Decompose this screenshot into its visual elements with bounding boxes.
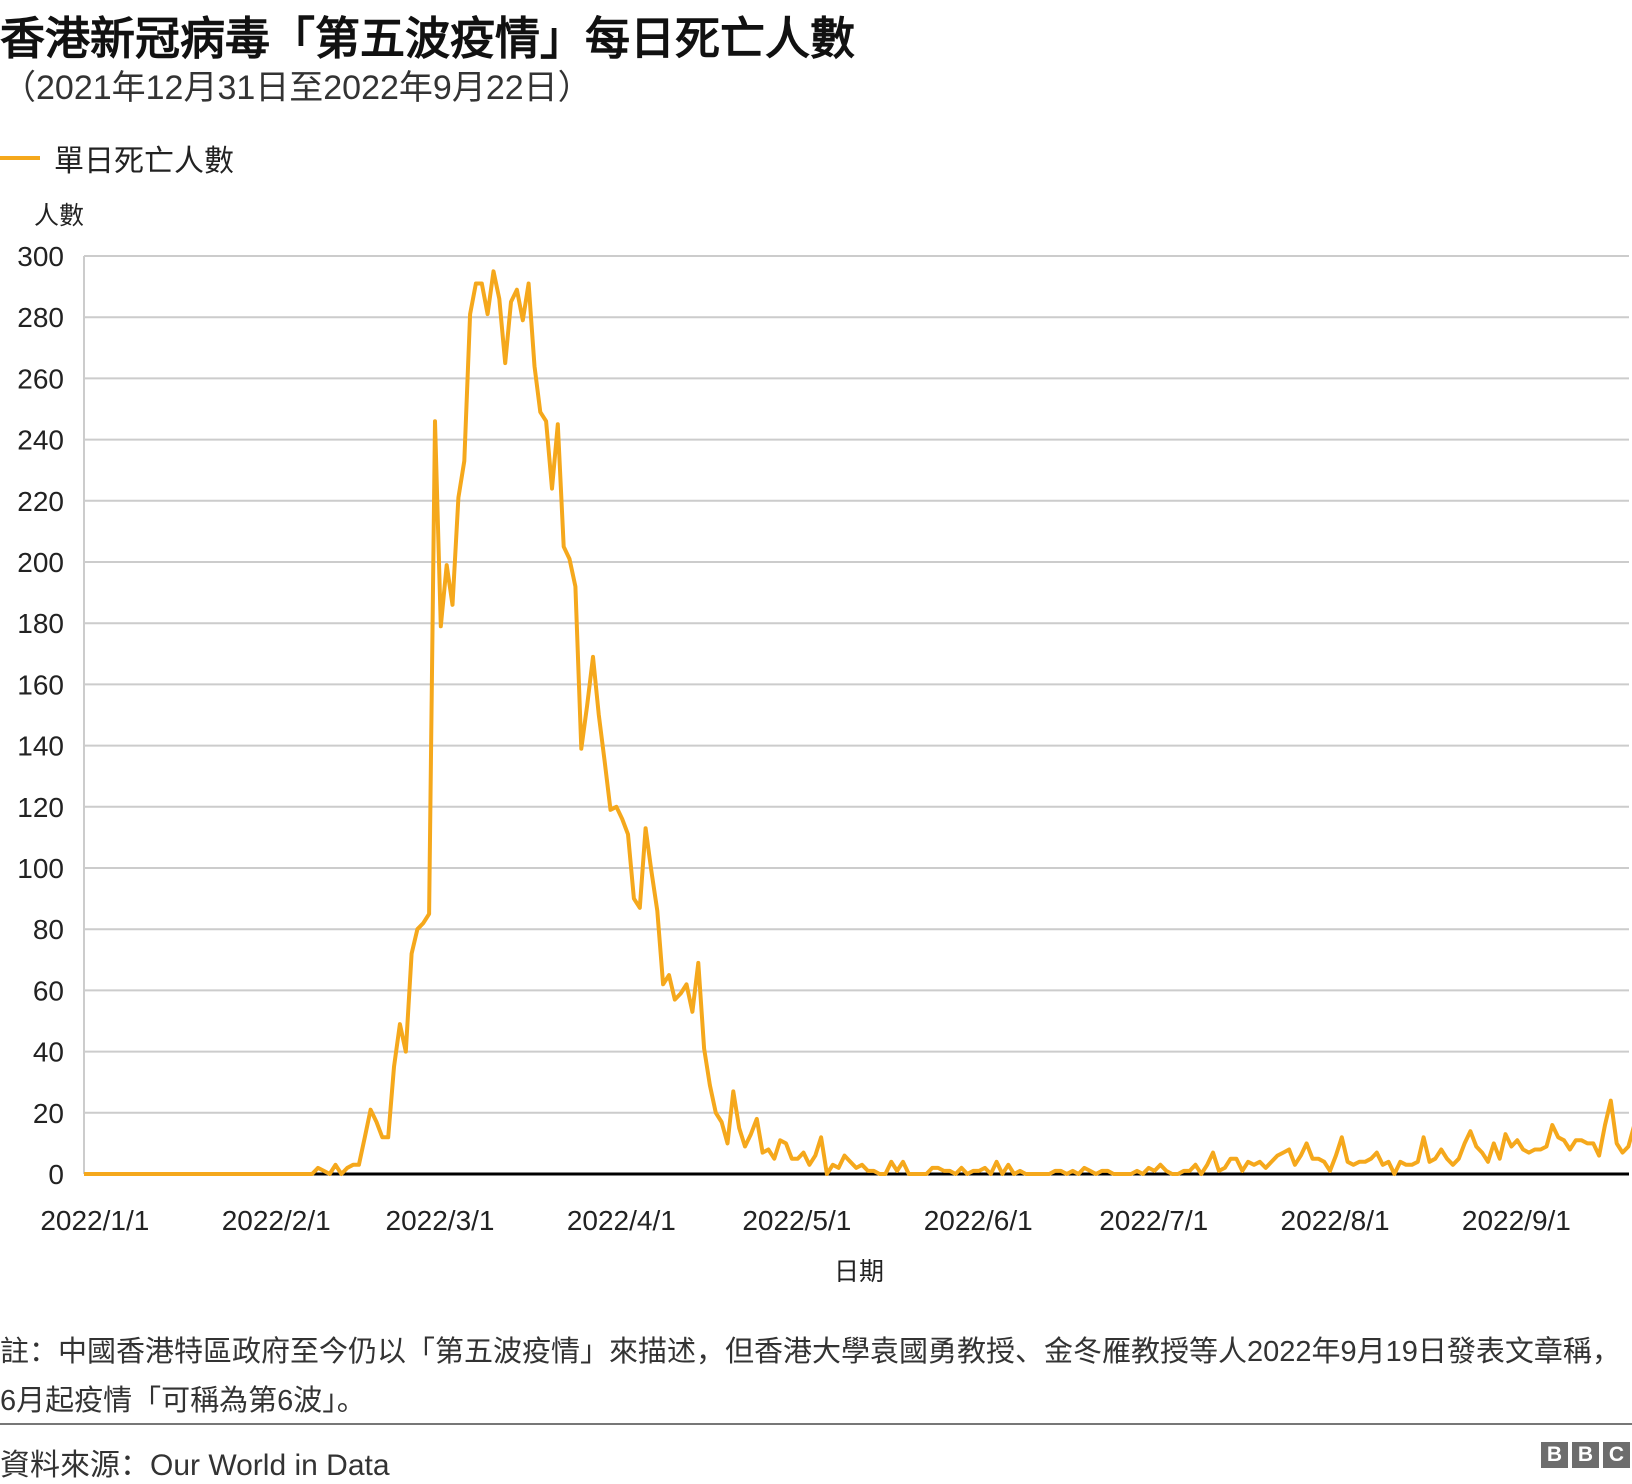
x-tick-label: 2022/2/1 (222, 1205, 331, 1236)
y-tick-label: 180 (17, 608, 64, 639)
y-tick-label: 140 (17, 731, 64, 762)
x-tick-label: 2022/8/1 (1281, 1205, 1390, 1236)
y-tick-label: 220 (17, 486, 64, 517)
y-tick-label: 240 (17, 425, 64, 456)
y-tick-label: 100 (17, 853, 64, 884)
y-tick-label: 40 (33, 1037, 64, 1068)
y-tick-label: 280 (17, 302, 64, 333)
x-tick-label: 2022/3/1 (386, 1205, 495, 1236)
y-axis-label: 人數 (34, 202, 85, 230)
y-tick-label: 20 (33, 1098, 64, 1129)
y-tick-label: 80 (33, 914, 64, 945)
logo-letter: B (1572, 1442, 1599, 1468)
x-tick-label: 2022/1/1 (40, 1205, 149, 1236)
x-tick-label: 2022/6/1 (924, 1205, 1033, 1236)
y-tick-label: 200 (17, 547, 64, 578)
x-tick-label: 2022/7/1 (1099, 1205, 1208, 1236)
y-tick-label: 300 (17, 241, 64, 272)
legend-swatch (0, 156, 40, 160)
y-tick-label: 120 (17, 792, 64, 823)
y-tick-label: 60 (33, 975, 64, 1006)
legend: 單日死亡人數 (0, 136, 234, 180)
x-tick-label: 2022/4/1 (567, 1205, 676, 1236)
bbc-logo: B B C (1541, 1442, 1630, 1468)
x-axis-ticks: 2022/1/1 2022/2/1 2022/3/1 2022/4/1 2022/5/1… (40, 1205, 1571, 1236)
legend-label: 單日死亡人數 (54, 145, 234, 178)
y-axis-ticks: 0 20 40 60 80 100 120 140 160 180 200 220 240 260 280 3… (17, 241, 64, 1190)
chart-title: 香港新冠病毒「第五波疫情」每日死亡人數 (0, 13, 856, 64)
line-chart: 0 20 40 60 80 100 120 140 160 180 200 220 240 260 280 3… (17, 241, 1632, 1236)
divider (0, 1423, 1632, 1425)
grid-lines (83, 255, 1629, 1174)
logo-letter: C (1603, 1442, 1630, 1468)
y-tick-label: 160 (17, 669, 64, 700)
x-axis-label: 日期 (834, 1258, 885, 1286)
series-line-daily-deaths (84, 269, 1632, 1176)
x-tick-label: 2022/9/1 (1462, 1205, 1571, 1236)
chart-subtitle: （2021年12月31日至2022年9月22日） (2, 69, 592, 107)
y-tick-label: 0 (48, 1159, 64, 1190)
x-tick-label: 2022/5/1 (742, 1205, 851, 1236)
logo-letter: B (1541, 1442, 1568, 1468)
footnote: 註：中國香港特區政府至今仍以「第五波疫情」來描述，但香港大學袁國勇教授、金冬雁教… (0, 1336, 1621, 1417)
y-tick-label: 260 (17, 363, 64, 394)
source-text: 資料來源：Our World in Data (0, 1449, 390, 1482)
